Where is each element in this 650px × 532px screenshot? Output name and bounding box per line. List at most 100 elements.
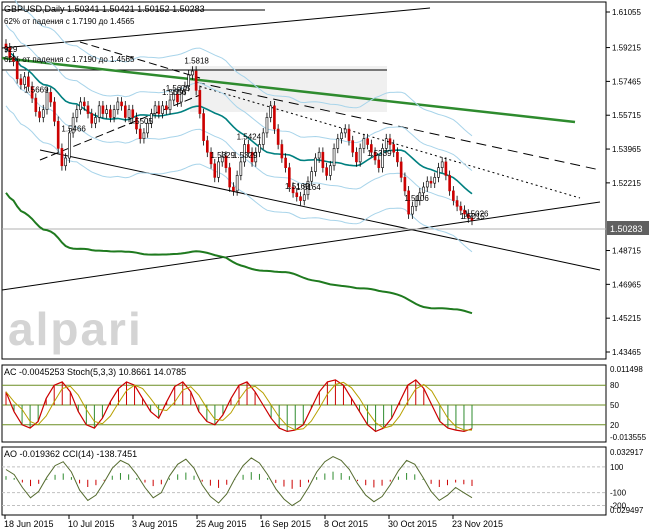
candle-bull	[235, 175, 239, 192]
candle-bull	[340, 132, 343, 140]
candle-bear	[403, 177, 407, 192]
candle-bear	[470, 217, 474, 221]
candle-bear	[224, 155, 228, 168]
candle-bull	[79, 101, 82, 111]
stoch-axis-label: 0.011498	[610, 365, 643, 374]
candle-bear	[56, 121, 60, 149]
candle-bear	[27, 76, 30, 87]
price-tick-label: 1.45215	[612, 314, 641, 323]
candlestick-series	[4, 39, 474, 226]
candle-bull	[258, 144, 261, 153]
candle-bear	[82, 101, 86, 107]
green-trend-line[interactable]	[1, 56, 576, 124]
candle-bull	[418, 192, 422, 201]
band-line	[14, 0, 473, 137]
candle-bear	[157, 105, 161, 114]
candle-bull	[254, 151, 258, 163]
price-tick-label: 1.55715	[612, 111, 641, 120]
channel-lower-line[interactable]	[39, 149, 601, 271]
fibo-label-bottom: 62% от падения с 1.7190 до 1.4565	[4, 55, 135, 64]
price-annotation: 1.5669	[24, 85, 49, 94]
candle-bull	[146, 122, 149, 134]
candle-bear	[15, 61, 19, 80]
candle-bear	[455, 200, 459, 207]
cci-panel-label: AO -0.019362 CCI(14) -138.7451	[4, 449, 137, 459]
candle-bull	[265, 117, 269, 134]
price-annotation: 1.5164	[296, 183, 321, 192]
candle-bull	[422, 186, 425, 194]
price-tick-label: 1.59215	[612, 44, 641, 53]
candle-bear	[388, 138, 392, 145]
price-tick-label: 1.52215	[612, 179, 641, 188]
candle-bull	[329, 165, 332, 176]
candle-bull	[310, 171, 314, 182]
candle-bull	[191, 70, 194, 76]
candle-bear	[164, 105, 168, 111]
band-line	[5, 105, 473, 253]
candle-bear	[392, 144, 396, 153]
price-annotation: 1.5656	[162, 88, 187, 97]
candle-bull	[314, 157, 317, 172]
candle-bull	[168, 99, 172, 111]
dashed-rising-line[interactable]	[39, 94, 201, 161]
candle-bull	[179, 90, 183, 103]
candle-bull	[172, 93, 176, 101]
candle-bear	[273, 105, 276, 130]
candle-bull	[142, 132, 146, 140]
candle-bear	[138, 128, 142, 140]
candle-bull	[217, 161, 220, 178]
main-price-panel[interactable]	[1, 1, 607, 360]
candle-bull	[116, 101, 120, 111]
candle-bull	[94, 117, 97, 124]
candle-bull	[23, 76, 26, 85]
candle-bull	[243, 144, 246, 163]
time-tick-label: 8 Oct 2015	[324, 519, 368, 529]
candle-bear	[377, 159, 381, 168]
price-annotation: 1.5505	[128, 117, 153, 126]
candle-bear	[347, 128, 351, 141]
candle-bull	[336, 138, 340, 149]
cci-lines	[2, 456, 606, 507]
candle-bear	[325, 167, 328, 176]
candle-bear	[213, 163, 217, 178]
candle-bear	[366, 138, 369, 145]
stoch-panel-label: AC -0.0045253 Stoch(5,3,3) 10.8661 14.07…	[4, 367, 186, 377]
candle-bear	[448, 175, 451, 192]
candle-bull	[41, 109, 45, 118]
dashed-resistance-line[interactable]	[194, 81, 601, 171]
price-annotation: 1.5675	[166, 84, 191, 93]
time-tick-label: 18 Jun 2015	[4, 519, 54, 529]
price-tick-label: 1.48715	[612, 247, 641, 256]
candle-bear	[86, 105, 90, 114]
dashed-upper-line[interactable]	[79, 41, 201, 79]
price-annotation: 1.5466	[61, 125, 86, 134]
stochastic-panel[interactable]	[1, 364, 607, 443]
long-support-line[interactable]	[1, 201, 601, 291]
watermark-logo: alpari	[8, 303, 143, 355]
candle-bear	[198, 90, 202, 114]
channel-upper-line[interactable]	[1, 7, 431, 49]
candle-bull	[306, 180, 310, 196]
cci-line	[5, 456, 473, 507]
candle-bear	[90, 113, 94, 124]
candle-bear	[19, 78, 23, 85]
candle-bear	[8, 47, 12, 58]
candle-bear	[135, 117, 138, 130]
price-annotation: 1.5329	[210, 151, 235, 160]
candle-bear	[299, 196, 302, 201]
candle-bear	[452, 190, 455, 201]
cci-panel[interactable]	[1, 446, 607, 516]
price-tick-label: 1.61055	[612, 8, 641, 17]
candle-bear	[194, 70, 198, 91]
candle-bull	[150, 113, 153, 124]
fibo-left-value: 929	[4, 45, 18, 54]
price-tick-label: 1.46965	[612, 280, 641, 289]
current-price-tag: 1.50283	[610, 224, 643, 234]
candle-bear	[295, 192, 299, 197]
candle-bear	[250, 151, 254, 163]
stoch-axis: 0.011498 80 50 20 -0.013555	[610, 365, 647, 442]
cci-axis-label: 0.032917	[610, 448, 644, 457]
time-tick-label: 16 Sep 2015	[260, 519, 311, 529]
candle-bull	[64, 157, 67, 167]
